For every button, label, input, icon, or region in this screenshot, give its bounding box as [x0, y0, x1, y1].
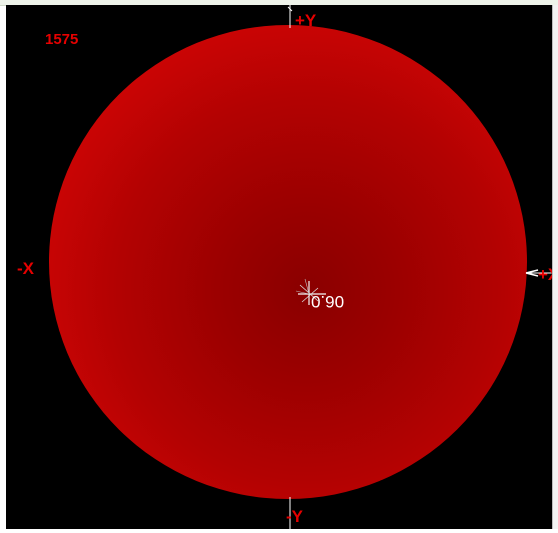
right-frame-edge: [552, 5, 558, 529]
intensity-disc: [49, 25, 527, 499]
center-crosshair-icon: [295, 278, 326, 305]
axis-label-top: +Y: [295, 11, 317, 30]
plot-viewport[interactable]: 1575 +Y -Y -X +X 06.0: [6, 5, 552, 529]
axis-label-right: +X: [538, 265, 552, 284]
right-edge-arrow-icon: [525, 269, 539, 277]
axis-label-bottom: -Y: [286, 507, 303, 526]
frame-counter: 1575: [45, 31, 79, 48]
axis-label-left: -X: [17, 259, 34, 278]
center-value-readout: 06.0: [311, 292, 345, 311]
crosshair-overlay: [287, 5, 552, 529]
top-arrow-mark: [287, 6, 293, 12]
